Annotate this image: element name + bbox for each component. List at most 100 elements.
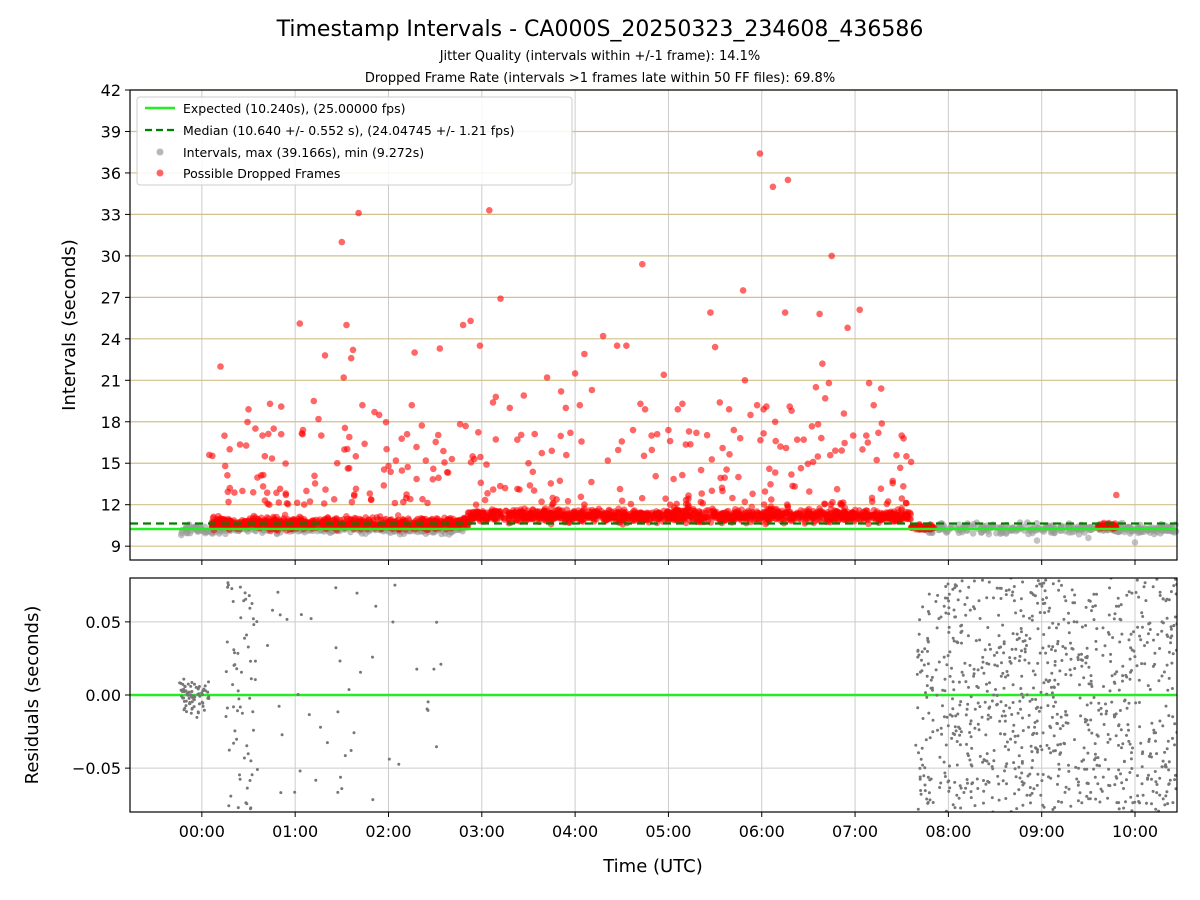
residual-point — [1092, 618, 1096, 622]
dropped-frame-point — [343, 321, 350, 329]
dropped-frame-point — [866, 512, 873, 520]
residual-point — [919, 757, 923, 761]
residual-point — [339, 775, 342, 779]
residual-point — [937, 617, 941, 621]
residuals-panel: 00:00 01:00 02:00 03:00 04:00 05:00 06:00 07:00… — [22, 577, 1178, 877]
residual-point — [942, 715, 946, 719]
residual-point — [916, 807, 920, 811]
residual-point — [340, 787, 344, 791]
residual-point — [1069, 804, 1073, 808]
dropped-frame-point — [839, 499, 847, 506]
dropped-frame-point — [712, 514, 719, 522]
residual-point — [951, 636, 955, 640]
dropped-frame-point — [748, 503, 756, 511]
residual-point — [992, 596, 995, 600]
residual-point — [955, 640, 959, 644]
residual-point — [197, 685, 201, 688]
residual-point — [1056, 782, 1059, 786]
residual-point — [955, 584, 958, 588]
residual-point — [1096, 734, 1100, 738]
dropped-frame-point — [418, 422, 426, 429]
residual-point — [956, 712, 960, 716]
residual-point — [917, 653, 921, 657]
dropped-frame-point — [306, 498, 314, 505]
residual-point — [964, 786, 968, 790]
dropped-frame-point — [434, 431, 442, 439]
residual-point — [1171, 652, 1175, 656]
residual-point — [987, 580, 991, 584]
residual-point — [240, 670, 243, 674]
residual-point — [1128, 677, 1132, 681]
residual-point — [1075, 620, 1079, 624]
dropped-frame-point — [870, 401, 877, 409]
residual-point — [961, 673, 965, 677]
residuals-y-label: Residuals (seconds) — [22, 606, 43, 785]
residual-point — [251, 710, 255, 714]
residual-point — [239, 616, 243, 620]
residual-point — [296, 693, 300, 696]
residual-point — [1093, 742, 1097, 746]
x-tick-label: 01:00 — [272, 822, 318, 841]
dropped-frame-point — [341, 424, 349, 432]
dropped-frame-point — [380, 482, 388, 489]
residual-point — [183, 706, 187, 710]
residual-point — [959, 786, 963, 790]
residual-point — [948, 674, 952, 678]
residual-point — [238, 585, 242, 589]
residual-point — [1021, 580, 1025, 584]
residual-point — [1100, 789, 1104, 793]
residual-point — [942, 604, 946, 608]
residual-point — [249, 659, 252, 663]
residual-point — [970, 746, 974, 750]
residual-point — [1079, 658, 1083, 662]
chart-subtitle-jitter: Jitter Quality (intervals within +/-1 fr… — [439, 49, 761, 64]
residual-point — [1020, 692, 1024, 696]
residual-point — [245, 744, 249, 748]
dropped-frame-point — [344, 465, 352, 472]
residual-point — [1145, 801, 1148, 805]
dropped-frame-point — [448, 455, 456, 463]
residual-point — [1043, 589, 1047, 593]
residual-point — [271, 608, 274, 612]
residual-point — [1004, 704, 1008, 707]
dropped-frame-point — [310, 397, 318, 405]
dropped-frame-point — [620, 509, 628, 516]
residual-point — [1167, 760, 1171, 764]
residual-point — [1063, 595, 1067, 599]
dropped-frame-point — [638, 494, 646, 502]
residual-point — [1041, 731, 1045, 735]
residual-point — [1059, 742, 1062, 746]
residual-point — [1086, 723, 1090, 727]
residual-point — [1063, 790, 1067, 794]
residual-point — [1077, 766, 1080, 770]
residual-point — [1072, 620, 1076, 624]
residual-point — [1002, 686, 1006, 690]
residual-point — [184, 689, 188, 693]
dropped-frame-point — [783, 501, 791, 508]
residual-point — [992, 653, 996, 657]
dropped-frame-point — [673, 500, 680, 508]
residual-point — [1167, 676, 1171, 680]
residual-point — [954, 714, 958, 718]
residual-point — [980, 715, 984, 719]
dropped-frame-point — [856, 306, 863, 314]
residual-point — [1087, 728, 1091, 732]
chart-subtitle-dropped: Dropped Frame Rate (intervals >1 frames … — [365, 71, 835, 86]
residual-point — [953, 780, 957, 784]
residual-point — [1167, 782, 1171, 786]
interval-point — [1172, 521, 1179, 528]
intervals-y-tick-label: 39 — [101, 122, 121, 141]
dropped-frame-point — [703, 431, 711, 439]
residual-point — [954, 729, 958, 733]
residual-point — [1132, 630, 1135, 634]
dropped-frame-point — [236, 441, 244, 448]
residual-point — [1056, 774, 1060, 778]
residual-point — [1064, 710, 1068, 713]
residual-point — [1114, 604, 1118, 608]
dropped-frame-point — [486, 207, 493, 214]
residual-point — [962, 791, 966, 794]
dropped-frame-point — [660, 371, 668, 379]
residual-point — [1038, 611, 1042, 614]
dropped-frame-point — [697, 466, 705, 474]
residual-point — [931, 801, 935, 804]
